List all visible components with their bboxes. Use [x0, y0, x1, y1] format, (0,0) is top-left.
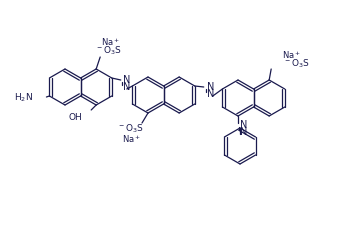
Text: $^-$O$_3$S: $^-$O$_3$S — [95, 45, 121, 57]
Text: N: N — [240, 127, 247, 137]
Text: $^-$O$_3$S: $^-$O$_3$S — [283, 58, 310, 70]
Text: N: N — [240, 120, 247, 130]
Text: N: N — [207, 82, 214, 92]
Text: N: N — [207, 89, 214, 99]
Text: N: N — [123, 82, 130, 92]
Text: Na$^+$: Na$^+$ — [282, 49, 301, 61]
Text: $^-$O$_3$S: $^-$O$_3$S — [117, 123, 143, 135]
Text: Na$^+$: Na$^+$ — [122, 133, 142, 145]
Text: N: N — [123, 75, 130, 85]
Text: Na$^+$: Na$^+$ — [100, 36, 120, 48]
Text: H$_2$N: H$_2$N — [14, 92, 33, 104]
Text: OH: OH — [68, 112, 82, 122]
